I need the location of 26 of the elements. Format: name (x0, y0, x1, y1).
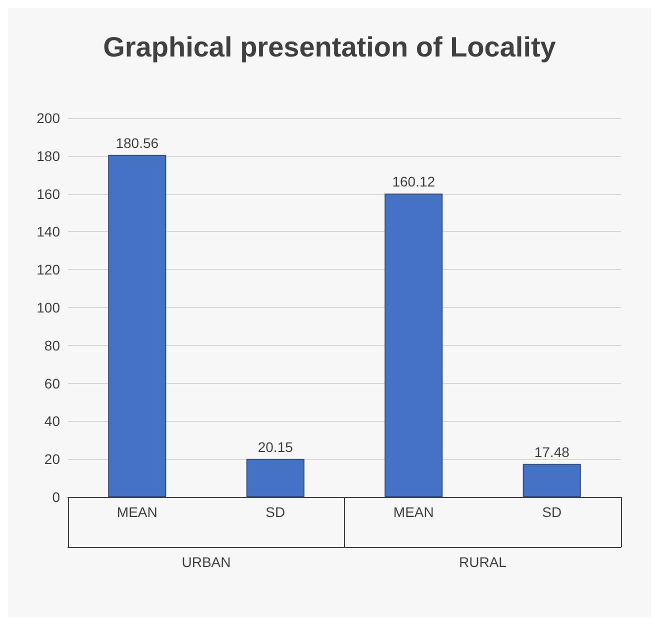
y-tick-label: 180 (36, 148, 60, 164)
y-tick-label: 120 (36, 262, 60, 278)
y-tick-label: 20 (44, 451, 60, 468)
text: URBAN (182, 554, 231, 570)
y-tick-label: 140 (36, 224, 60, 240)
data-label: 160.12 (392, 174, 436, 190)
bar (522, 464, 581, 497)
x-tick-label: MEAN (116, 504, 158, 520)
bar (108, 154, 166, 497)
y-tick-label: 60 (44, 375, 60, 392)
y-tick-label: 0 (52, 489, 60, 505)
text: RURAL (459, 554, 507, 570)
bar (246, 458, 304, 497)
y-tick-label: 40 (44, 413, 60, 430)
y-tick-label: 80 (44, 337, 60, 354)
data-label: 180.56 (116, 134, 159, 151)
x-tick-label: SD (542, 504, 562, 520)
x-tick-label: MEAN (393, 504, 434, 520)
bar (384, 194, 443, 497)
data-label: 20.15 (258, 438, 294, 455)
y-tick-label: 200 (36, 110, 60, 126)
y-tick-label: 160 (36, 186, 60, 202)
data-label: 17.48 (534, 444, 570, 460)
y-tick-label: 100 (36, 300, 60, 316)
chart-title: Graphical presentation of Locality (103, 32, 556, 62)
x-tick-label: SD (266, 504, 286, 520)
